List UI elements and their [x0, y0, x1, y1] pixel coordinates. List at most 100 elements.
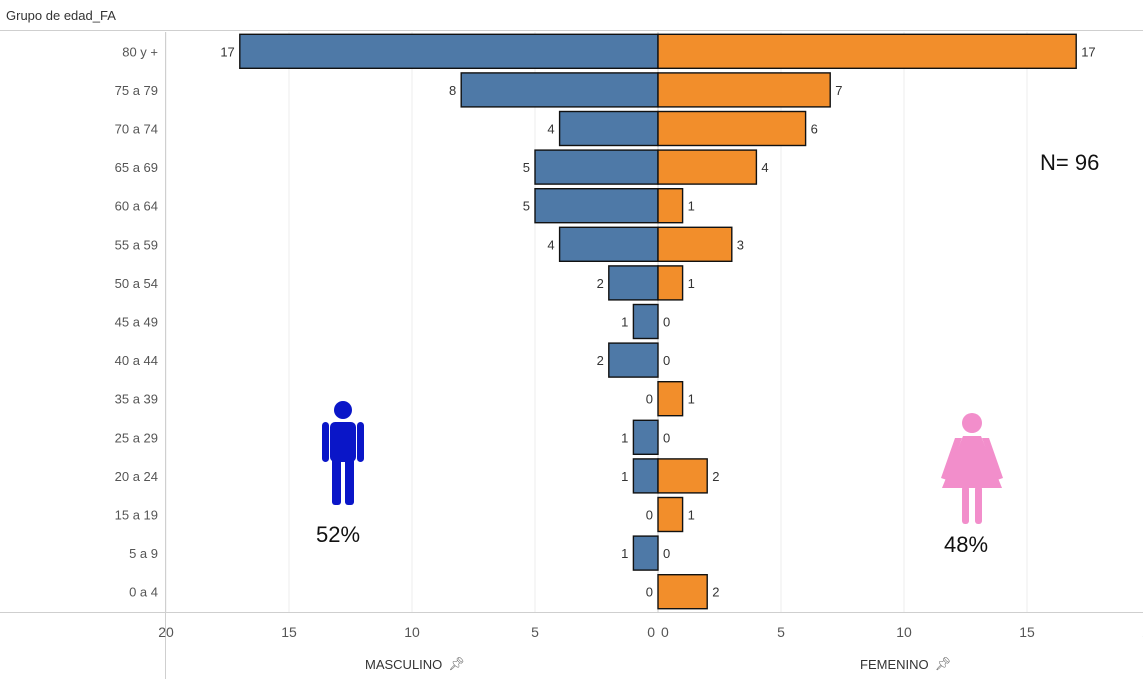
male-value-label: 0 [646, 392, 653, 407]
female-bar [657, 72, 831, 108]
female-value-label: 0 [663, 353, 670, 368]
male-axis-title[interactable]: MASCULINO 📌︎ [365, 656, 465, 672]
female-bar [657, 496, 684, 533]
category-label: 60 a 64 [115, 199, 158, 214]
category-label: 70 a 74 [115, 122, 158, 137]
male-person-icon [322, 401, 364, 505]
male-percentage: 52% [316, 522, 361, 547]
female-icon-leg [962, 486, 969, 524]
x-tick-label: 0 [661, 624, 669, 640]
x-tick-label: 10 [896, 624, 912, 640]
pin-icon[interactable]: 📌︎ [448, 656, 465, 671]
female-value-label: 1 [688, 199, 695, 214]
category-label: 45 a 49 [115, 315, 158, 330]
female-value-label: 0 [663, 430, 670, 445]
x-tick-label: 5 [531, 624, 539, 640]
male-bar [632, 303, 659, 340]
female-value-label: 17 [1081, 44, 1095, 59]
category-label: 5 a 9 [129, 546, 158, 561]
male-value-label: 1 [621, 315, 628, 330]
pin-icon[interactable]: 📌︎ [934, 656, 952, 671]
x-tick-label: 20 [158, 624, 174, 640]
male-bar [534, 187, 659, 224]
male-value-label: 4 [547, 237, 554, 252]
female-bar [657, 187, 684, 224]
female-axis-title[interactable]: FEMENINO 📌︎ [860, 656, 951, 672]
male-bar [608, 342, 659, 378]
male-bar [239, 33, 659, 69]
male-axis-title-label: MASCULINO [365, 656, 443, 672]
x-tick-label: 15 [281, 624, 297, 640]
male-value-label: 2 [597, 353, 604, 368]
male-icon-leg [345, 458, 354, 505]
female-bar [657, 574, 708, 610]
male-value-label: 1 [621, 430, 628, 445]
female-value-label: 0 [663, 546, 670, 561]
male-value-label: 5 [523, 160, 530, 175]
sample-size-label: N= 96 [1040, 150, 1100, 175]
category-label: 0 a 4 [129, 585, 158, 600]
x-tick-label: 10 [404, 624, 420, 640]
male-value-label: 1 [621, 546, 628, 561]
female-bar [657, 33, 1077, 69]
male-icon-arm [322, 422, 329, 462]
male-icon-head [334, 401, 352, 419]
male-value-label: 8 [449, 83, 456, 98]
female-value-label: 1 [688, 392, 695, 407]
male-icon-torso [330, 422, 356, 462]
male-value-label: 0 [646, 585, 653, 600]
male-value-label: 0 [646, 508, 653, 523]
male-value-label: 17 [220, 44, 234, 59]
male-value-label: 5 [523, 199, 530, 214]
category-label: 35 a 39 [115, 392, 158, 407]
female-value-label: 0 [663, 315, 670, 330]
category-label: 20 a 24 [115, 469, 158, 484]
female-value-label: 2 [712, 585, 719, 600]
male-value-label: 1 [621, 469, 628, 484]
category-label: 50 a 54 [115, 276, 158, 291]
female-bar [657, 149, 758, 185]
female-icon-arm [941, 438, 962, 480]
male-bar [632, 458, 659, 494]
category-label: 25 a 29 [115, 430, 158, 445]
female-value-label: 6 [811, 122, 818, 137]
dimension-header: Grupo de edad_FA [6, 8, 116, 23]
female-value-label: 3 [737, 237, 744, 252]
category-label: 55 a 59 [115, 237, 158, 252]
female-person-icon [941, 413, 1003, 524]
female-icon-arm [982, 438, 1003, 480]
male-bar [608, 265, 659, 301]
female-value-label: 4 [761, 160, 768, 175]
male-value-label: 4 [547, 122, 554, 137]
category-label: 80 y + [122, 44, 158, 59]
female-percentage: 48% [944, 532, 989, 557]
female-axis-title-label: FEMENINO [860, 656, 929, 672]
female-value-label: 2 [712, 469, 719, 484]
female-bar [657, 110, 807, 147]
male-icon-leg [332, 458, 341, 505]
male-bar [534, 149, 659, 185]
x-tick-label: 5 [777, 624, 785, 640]
category-label: 75 a 79 [115, 83, 158, 98]
female-value-label: 1 [688, 276, 695, 291]
female-value-label: 1 [688, 508, 695, 523]
male-bar [632, 419, 659, 455]
female-value-label: 7 [835, 83, 842, 98]
female-bar [657, 265, 684, 301]
male-value-label: 2 [597, 276, 604, 291]
female-bar [657, 226, 733, 263]
female-icon-head [962, 413, 982, 433]
category-label: 40 a 44 [115, 353, 158, 368]
category-label: 65 a 69 [115, 160, 158, 175]
male-bar [558, 110, 659, 147]
female-bar [657, 381, 684, 417]
male-icon-arm [357, 422, 364, 462]
x-tick-label: 0 [647, 624, 655, 640]
x-tick-label: 15 [1019, 624, 1035, 640]
category-label: 15 a 19 [115, 508, 158, 523]
male-bar [558, 226, 659, 263]
female-icon-leg [975, 486, 982, 524]
male-bar [632, 535, 659, 571]
female-bar [657, 458, 708, 494]
